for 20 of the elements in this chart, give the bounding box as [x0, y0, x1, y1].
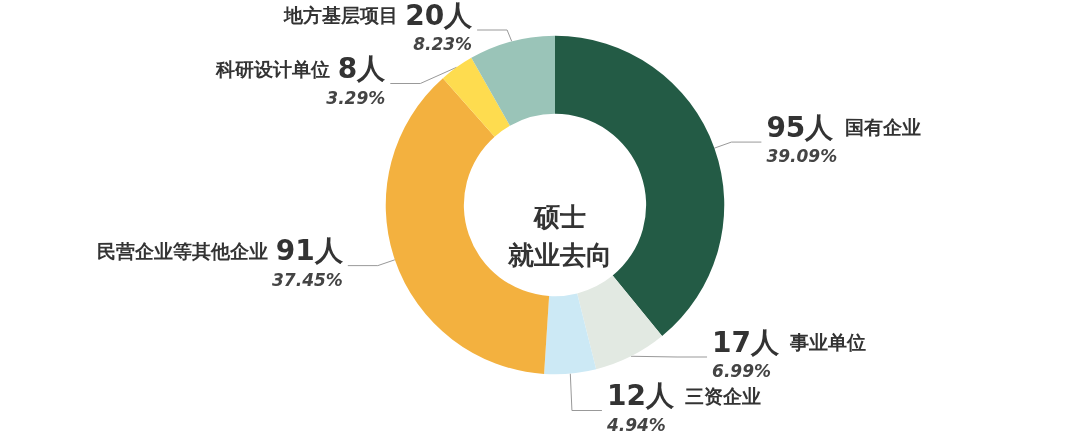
data-label: 8人: [337, 52, 387, 85]
text: 3.29%: [326, 87, 386, 108]
slice-label: 民营企业等其他企业: [97, 239, 269, 262]
slice-label: 国有企业: [844, 116, 921, 139]
text: 硕士: [533, 202, 586, 232]
data-label: 17人: [712, 325, 781, 359]
text: 就业去向: [507, 240, 612, 270]
data-label: 12人: [606, 379, 675, 412]
text: 6.99%: [712, 361, 772, 381]
slice-label: 三资企业: [685, 384, 762, 407]
data-label: 91人: [275, 234, 344, 268]
text: 8.23%: [413, 34, 473, 54]
text: 4.94%: [606, 414, 666, 434]
slice-label: 科研设计单位: [215, 57, 331, 80]
slice-label: 事业单位: [789, 331, 867, 353]
data-label: 95人: [766, 110, 835, 144]
text: 37.45%: [272, 269, 343, 290]
text: 39.09%: [766, 146, 838, 167]
slice-label: 地方基层项目: [282, 4, 398, 26]
data-label: 20人: [405, 0, 474, 32]
